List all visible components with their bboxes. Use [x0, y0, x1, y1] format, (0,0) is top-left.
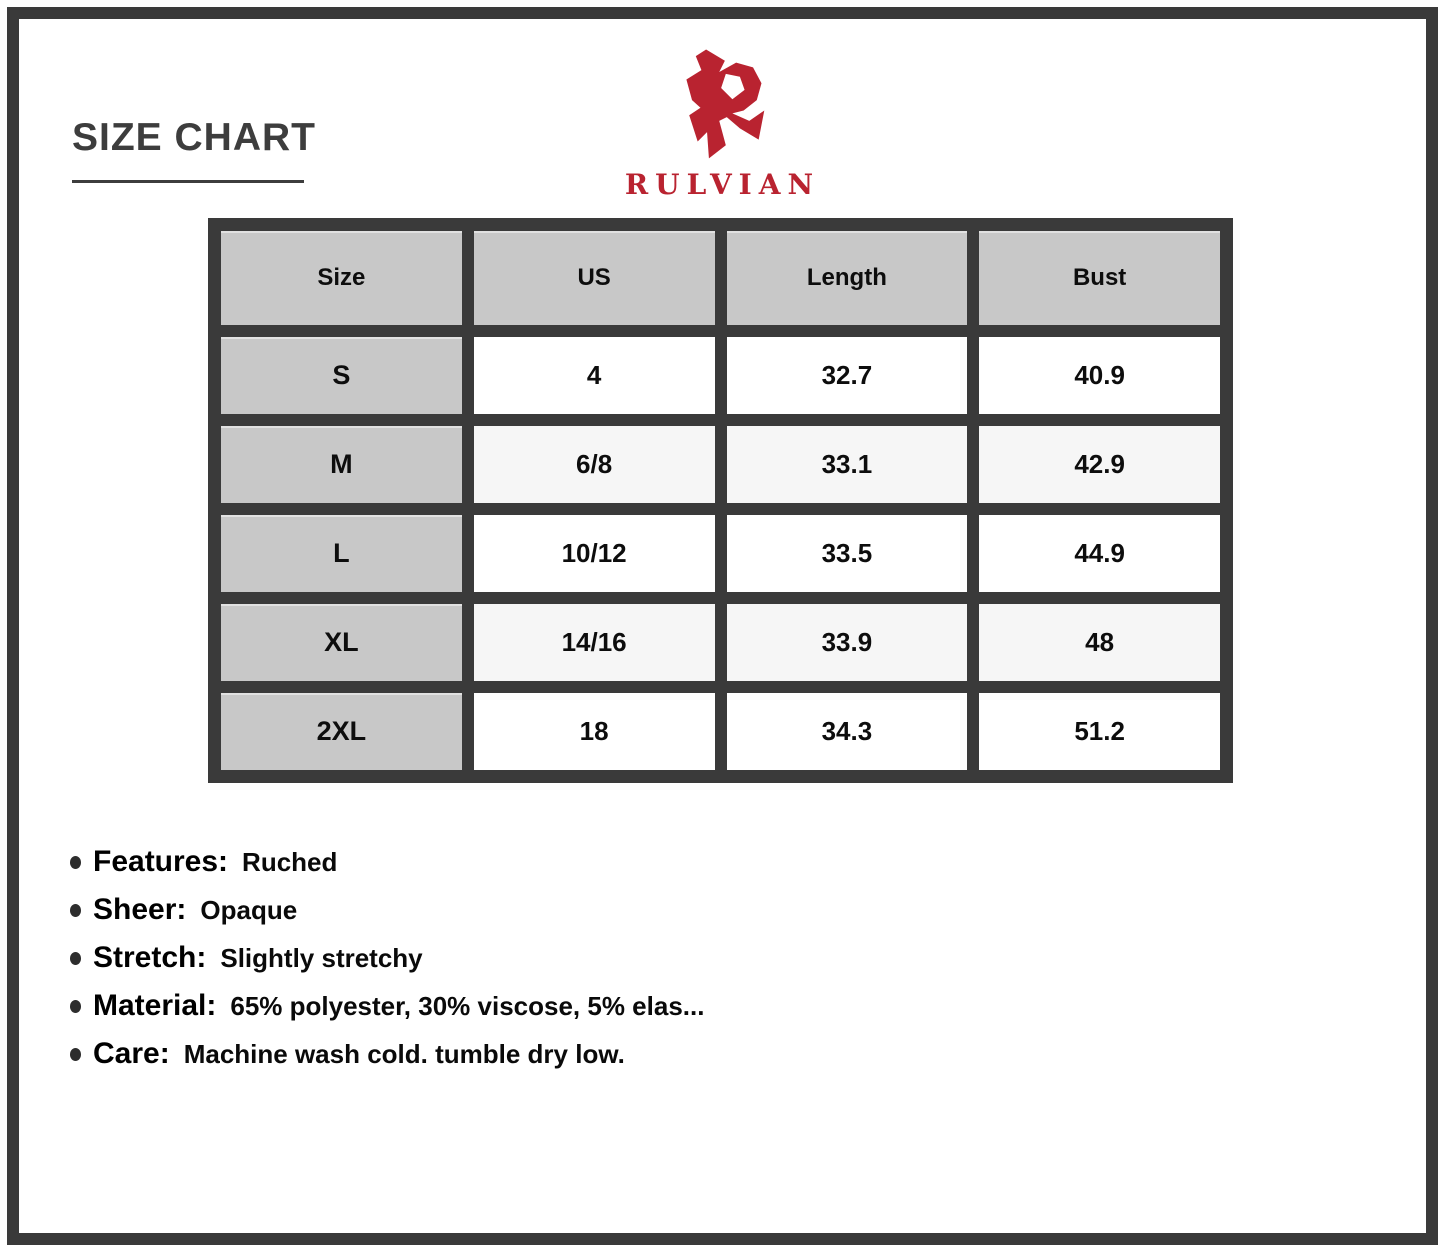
table-cell-bust-s: 40.9 — [979, 337, 1220, 414]
detail-label: Care: — [93, 1037, 170, 1070]
table-cell-size-s: S — [221, 337, 462, 414]
detail-value: Ruched — [242, 847, 338, 877]
table-cell-size-m: M — [221, 426, 462, 503]
table-cell-size-l: L — [221, 515, 462, 592]
table-cell-us-m: 6/8 — [473, 426, 715, 503]
table-header-size: Size — [221, 231, 462, 325]
detail-label: Sheer: — [93, 893, 187, 926]
table-cell-bust-m: 42.9 — [979, 426, 1220, 503]
table-header-length: Length — [726, 231, 968, 325]
table-cell-bust-l: 44.9 — [979, 515, 1220, 592]
detail-value: Machine wash cold. tumble dry low. — [183, 1039, 625, 1069]
list-item-sheer: Sheer: Opaque — [70, 893, 704, 928]
bullet-icon — [70, 952, 81, 965]
detail-value: Opaque — [200, 895, 298, 925]
list-item-stretch: Stretch: Slightly stretchy — [70, 941, 704, 976]
table-cell-bust-2xl: 51.2 — [979, 693, 1220, 770]
table-cell-length-l: 33.5 — [726, 515, 968, 592]
brand-block: RULVIAN — [593, 42, 853, 201]
table-cell-us-2xl: 18 — [473, 693, 715, 770]
table-cell-length-xl: 33.9 — [726, 604, 968, 681]
table-cell-us-xl: 14/16 — [473, 604, 715, 681]
table-header-us: US — [473, 231, 715, 325]
detail-label: Features: — [93, 845, 229, 878]
list-item-material: Material: 65% polyester, 30% viscose, 5%… — [70, 989, 704, 1024]
table-cell-bust-xl: 48 — [979, 604, 1220, 681]
bullet-icon — [70, 1000, 81, 1013]
list-item-features: Features: Ruched — [70, 845, 704, 880]
bullet-icon — [70, 856, 81, 869]
table-cell-size-xl: XL — [221, 604, 462, 681]
table-cell-us-l: 10/12 — [473, 515, 715, 592]
table-cell-length-s: 32.7 — [726, 337, 968, 414]
table-cell-us-s: 4 — [473, 337, 715, 414]
detail-label: Material: — [93, 989, 217, 1022]
page-title: SIZE CHART — [72, 116, 316, 159]
list-item-care: Care: Machine wash cold. tumble dry low. — [70, 1037, 704, 1072]
detail-label: Stretch: — [93, 941, 207, 974]
brand-logo-icon — [685, 49, 764, 159]
detail-value: Slightly stretchy — [220, 943, 423, 973]
table-cell-size-2xl: 2XL — [221, 693, 462, 770]
title-underline — [72, 180, 304, 183]
bullet-icon — [70, 904, 81, 917]
size-chart-table: Size US Length Bust S 4 32.7 40.9 M 6/8 … — [208, 218, 1233, 783]
product-details-list: Features: Ruched Sheer: Opaque Stretch: … — [70, 845, 704, 1085]
detail-value: 65% polyester, 30% viscose, 5% elas... — [230, 991, 705, 1021]
brand-name: RULVIAN — [624, 168, 821, 201]
bullet-icon — [70, 1048, 81, 1061]
table-cell-length-2xl: 34.3 — [726, 693, 968, 770]
table-cell-length-m: 33.1 — [726, 426, 968, 503]
table-header-bust: Bust — [979, 231, 1220, 325]
